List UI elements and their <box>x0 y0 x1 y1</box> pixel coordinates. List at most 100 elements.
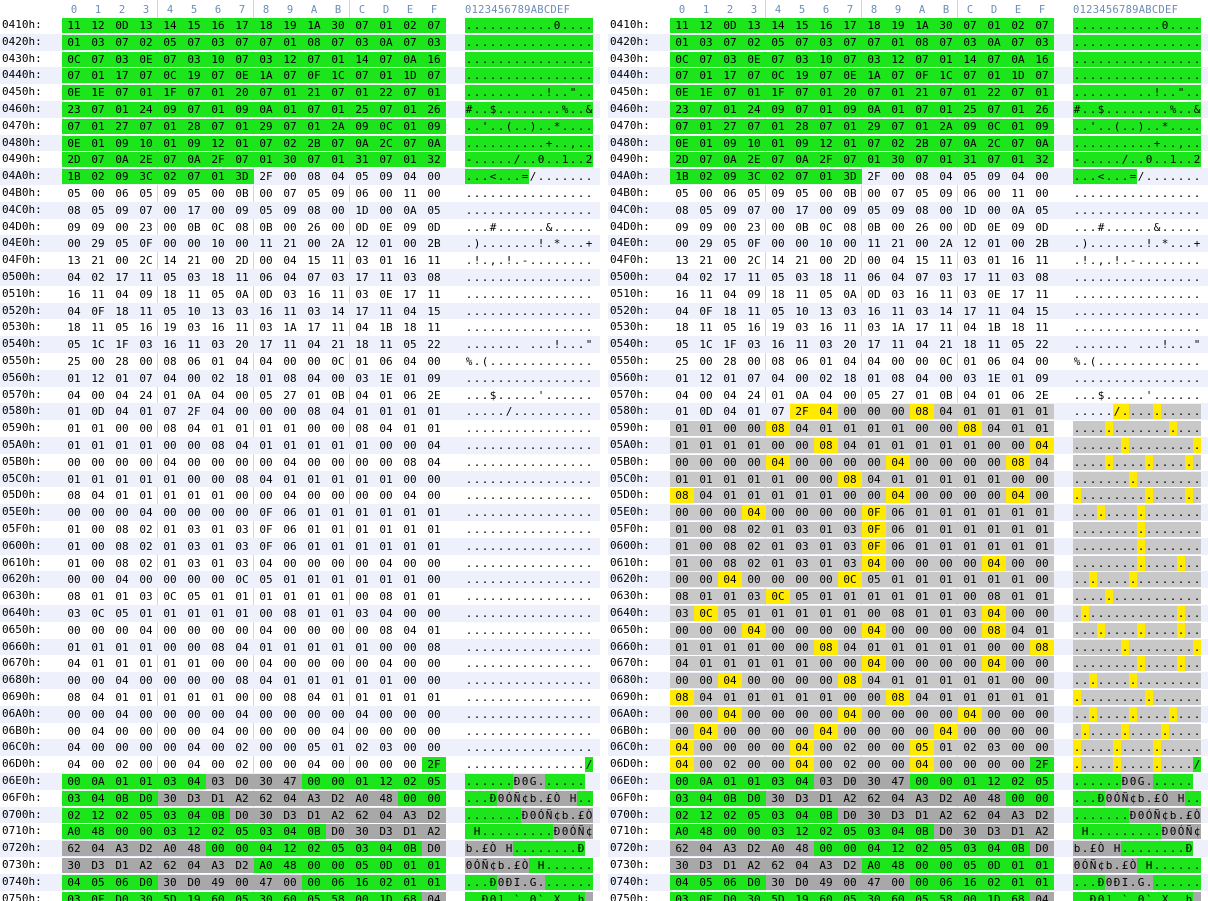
hex-byte[interactable]: 03 <box>355 287 369 301</box>
hex-byte[interactable]: 00 <box>742 421 766 437</box>
hex-byte[interactable]: 01 <box>718 589 742 605</box>
ascii-char[interactable]: . <box>465 657 473 671</box>
hex-byte[interactable]: 08 <box>379 590 393 604</box>
ascii-char[interactable]: . <box>1169 321 1177 335</box>
ascii-char[interactable]: . <box>537 439 545 452</box>
ascii-char[interactable]: . <box>1193 555 1201 571</box>
hex-byte[interactable]: 01 <box>283 422 297 436</box>
ascii-char[interactable]: . <box>1169 622 1177 638</box>
hex-byte[interactable]: 03 <box>110 51 134 67</box>
ascii-char[interactable]: . <box>1169 421 1177 437</box>
ascii-char[interactable]: . <box>585 874 593 890</box>
ascii-char[interactable]: . <box>1177 505 1185 521</box>
ascii-char[interactable]: . <box>1169 488 1177 504</box>
hex-byte[interactable]: 03 <box>766 774 790 789</box>
ascii-char[interactable]: Ð <box>489 790 497 806</box>
hex-byte[interactable]: 01 <box>139 640 153 654</box>
hex-byte[interactable]: D2 <box>422 807 446 823</box>
ascii-char[interactable]: . <box>465 807 473 823</box>
ascii-char[interactable]: . <box>1129 51 1137 67</box>
hex-byte[interactable]: 00 <box>915 237 929 251</box>
hex-byte[interactable]: 03 <box>355 254 369 268</box>
ascii-char[interactable]: . <box>497 51 505 67</box>
hex-byte[interactable]: D2 <box>742 841 766 857</box>
ascii-char[interactable]: . <box>1113 68 1121 84</box>
ascii-char[interactable]: . <box>1169 706 1177 722</box>
ascii-char[interactable]: . <box>473 388 481 402</box>
hex-byte[interactable]: 01 <box>67 422 81 436</box>
ascii-char[interactable]: . <box>1073 488 1081 504</box>
ascii-char[interactable]: . <box>1121 740 1129 756</box>
hex-byte[interactable]: 07 <box>254 135 278 151</box>
ascii-char[interactable]: . <box>505 556 513 570</box>
hex-byte[interactable]: 0F <box>862 522 886 537</box>
ascii-char[interactable]: " <box>1193 338 1201 352</box>
ascii-char[interactable]: . <box>473 640 481 654</box>
ascii-char[interactable]: . <box>1081 102 1089 117</box>
ascii-char[interactable]: . <box>481 237 489 251</box>
hex-row[interactable]: 0530h: 18 11 05 16 19 03 16 11 03 1A 17 11 04 1B 18 11..… <box>608 319 1208 336</box>
hex-byte[interactable]: 04 <box>278 790 302 806</box>
hex-byte[interactable]: 01 <box>302 118 326 134</box>
hex-byte[interactable]: 04 <box>259 623 273 637</box>
ascii-char[interactable]: / <box>1137 170 1145 184</box>
ascii-char[interactable]: . <box>1145 841 1153 857</box>
ascii-char[interactable]: . <box>537 824 545 840</box>
hex-byte[interactable]: 01 <box>211 489 225 503</box>
ascii-char[interactable]: . <box>473 203 481 217</box>
ascii-char[interactable]: . <box>1185 572 1193 588</box>
hex-byte[interactable]: 00 <box>187 371 201 385</box>
hex-byte[interactable]: 11 <box>379 338 393 352</box>
ascii-char[interactable]: . <box>537 790 545 806</box>
ascii-char[interactable]: . <box>553 741 561 755</box>
ascii-char[interactable]: . <box>1153 152 1161 168</box>
hex-row[interactable]: 0600h: 01 00 08 02 01 03 01 03 0F 06 01 01 01 01 01 01..… <box>0 537 600 555</box>
hex-byte[interactable]: 09 <box>891 203 905 217</box>
ascii-char[interactable]: . <box>1145 51 1153 67</box>
ascii-char[interactable]: . <box>1145 522 1153 537</box>
hex-byte[interactable]: 1D <box>374 891 398 901</box>
ascii-char[interactable]: . <box>577 607 585 620</box>
ascii-char[interactable]: . <box>1153 555 1161 571</box>
hex-byte[interactable]: 30 <box>670 858 694 873</box>
ascii-char[interactable]: . <box>1169 371 1177 385</box>
ascii-char[interactable]: Ò <box>585 807 593 823</box>
ascii-char[interactable]: . <box>569 472 577 486</box>
ascii-char[interactable]: . <box>1169 740 1177 756</box>
ascii-char[interactable]: . <box>1137 421 1145 437</box>
ascii-char[interactable]: . <box>1137 304 1145 318</box>
ascii-char[interactable]: . <box>1177 438 1185 453</box>
ascii-char[interactable]: . <box>1113 135 1121 151</box>
ascii-char[interactable]: ! <box>553 338 561 352</box>
ascii-char[interactable]: . <box>1105 102 1113 117</box>
hex-byte[interactable]: 01 <box>259 371 273 385</box>
hex-byte[interactable]: 00 <box>163 506 177 520</box>
hex-byte[interactable]: 06 <box>886 522 910 537</box>
hex-byte[interactable]: 30 <box>766 874 790 890</box>
ascii-char[interactable]: . <box>1153 606 1161 621</box>
hex-byte[interactable]: 01 <box>398 858 422 873</box>
ascii-char[interactable]: . <box>1081 355 1089 368</box>
hex-byte[interactable]: 04 <box>982 841 1006 857</box>
hex-byte[interactable]: 06 <box>963 187 977 200</box>
ascii-char[interactable]: . <box>1145 706 1153 722</box>
ascii-char[interactable]: . <box>1121 438 1129 453</box>
hex-byte[interactable]: 10 <box>795 304 809 318</box>
hex-byte[interactable]: 2A <box>326 118 350 134</box>
ascii-char[interactable]: . <box>585 691 593 704</box>
ascii-char[interactable]: . <box>577 790 585 806</box>
ascii-char[interactable]: . <box>1177 874 1185 890</box>
ascii-char[interactable]: # <box>489 220 497 234</box>
ascii-char[interactable]: . <box>1081 405 1089 419</box>
hex-byte[interactable]: 04 <box>379 607 393 620</box>
ascii-char[interactable]: . <box>1185 321 1193 335</box>
hex-byte[interactable]: 08 <box>1030 639 1054 655</box>
hex-byte[interactable]: 03 <box>86 34 110 50</box>
hex-byte[interactable]: 21 <box>283 237 297 251</box>
ascii-char[interactable]: . <box>465 237 473 251</box>
hex-byte[interactable]: 00 <box>915 355 929 368</box>
ascii-char[interactable]: . <box>521 422 529 436</box>
hex-byte[interactable]: 17 <box>403 287 417 301</box>
hex-byte[interactable]: 01 <box>211 590 225 604</box>
hex-byte[interactable]: 01 <box>379 523 393 536</box>
